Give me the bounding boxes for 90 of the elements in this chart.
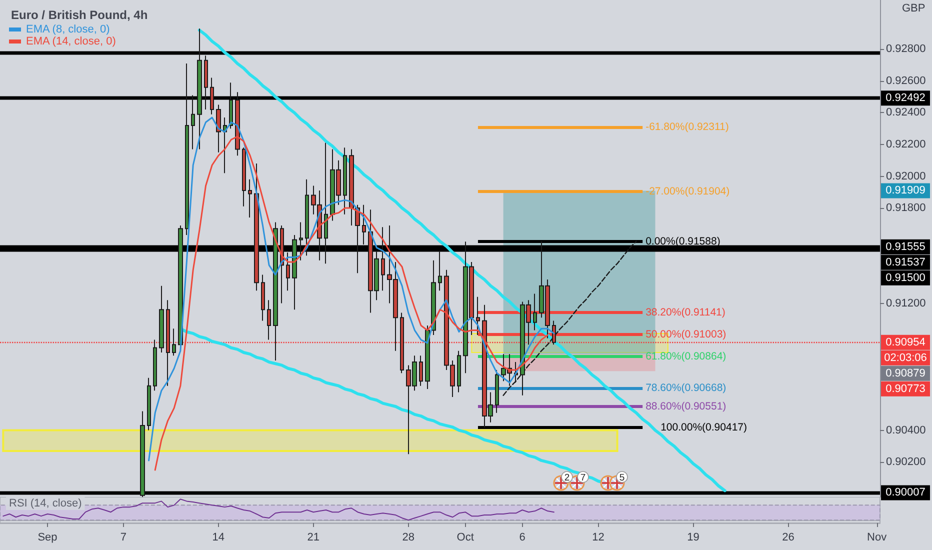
- legend-label: EMA (14, close, 0): [26, 36, 116, 48]
- line-series: [502, 240, 637, 396]
- candlestick: [381, 226, 385, 292]
- y-tick-label: 0.90200: [886, 456, 926, 468]
- ref-line-label: 61.80%(0.90864): [646, 350, 726, 363]
- ref-line-label: 0.90954: [886, 336, 926, 348]
- ref-line-label: 0.90007: [886, 486, 926, 499]
- candlestick: [552, 320, 556, 346]
- x-tick-label: Oct: [456, 532, 474, 544]
- candlestick: [229, 82, 233, 130]
- candlestick: [210, 77, 214, 115]
- candlestick: [324, 142, 328, 264]
- candlestick: [153, 339, 157, 392]
- candlestick: [431, 260, 436, 336]
- candlestick: [400, 312, 404, 374]
- chart-title: RSI (14, close): [9, 498, 82, 510]
- candlestick: [204, 55, 208, 110]
- y-tick-label: 0.92600: [886, 74, 926, 87]
- candlestick: [425, 325, 430, 390]
- candlestick: [343, 147, 347, 215]
- candlestick: [166, 300, 170, 386]
- ref-line-label: 88.60%(0.90551): [646, 400, 726, 412]
- text: 0.90879: [886, 367, 926, 380]
- candlestick: [292, 234, 297, 310]
- annotation: 7: [580, 472, 586, 484]
- candlestick: [185, 63, 189, 236]
- ref-line-label: 38.20%(0.91141): [646, 306, 726, 319]
- ref-line-label: 0.91537: [886, 256, 926, 268]
- number-badge: 5: [616, 471, 628, 484]
- candlestick: [140, 410, 145, 498]
- candlestick: [235, 92, 240, 156]
- legend-label: EMA (8, close, 0): [26, 24, 110, 36]
- candlestick: [223, 117, 227, 174]
- ref-line-label: 50.00%(0.91003): [646, 328, 726, 341]
- candlestick: [172, 328, 176, 356]
- candlestick: [191, 94, 195, 150]
- candlestick: [261, 274, 265, 322]
- text: 0.91909: [886, 184, 926, 197]
- y-tick-label: 0.92400: [886, 106, 926, 119]
- x-tick-label: Nov: [867, 532, 888, 544]
- candlestick: [457, 350, 461, 393]
- candlestick: [299, 222, 303, 261]
- y-tick-label: 0.92000: [886, 170, 926, 182]
- candlestick: [197, 28, 202, 150]
- ref-line-label: -27.00%(0.91904): [646, 185, 730, 198]
- x-tick-label: 21: [307, 532, 320, 544]
- x-tick-label: Sep: [38, 532, 58, 544]
- number-badge: 7: [577, 471, 589, 484]
- text: 0.90773: [886, 382, 926, 395]
- candlestick: [286, 252, 290, 292]
- candlestick: [147, 377, 151, 431]
- candlestick: [419, 355, 423, 386]
- ref-line-label: 0.00%(0.91588): [646, 236, 720, 248]
- candlestick: [242, 147, 246, 207]
- x-tick-label: 12: [592, 532, 604, 544]
- candlestick: [476, 296, 480, 336]
- y-tick-label: 0.91200: [886, 297, 926, 310]
- ref-line-label: 0.91555: [886, 240, 926, 253]
- number-badge: 2: [561, 471, 573, 484]
- candlestick: [438, 250, 442, 292]
- text: Euro / British Pound, 4h: [11, 8, 148, 22]
- x-tick-label: 14: [212, 532, 225, 544]
- candlestick: [495, 369, 499, 414]
- y-tick-label: 0.92800: [886, 43, 926, 56]
- candlestick: [273, 222, 278, 361]
- text: 02:03:06: [884, 352, 927, 364]
- ref-line-label: 0.92492: [886, 92, 926, 104]
- candlestick: [159, 285, 164, 354]
- y-axis-title: GBP: [902, 2, 926, 14]
- candlestick: [216, 104, 221, 153]
- x-tick-label: 19: [687, 532, 700, 544]
- ref-line-label: 78.60%(0.90668): [646, 382, 726, 394]
- y-tick-label: 0.92200: [886, 138, 926, 150]
- candlestick: [305, 178, 309, 256]
- ref-line-label: -61.80%(0.92311): [646, 120, 729, 133]
- candlestick: [267, 300, 271, 340]
- text: 0.91500: [886, 272, 926, 284]
- y-tick-label: 0.90400: [886, 424, 926, 436]
- candlestick: [248, 178, 252, 218]
- x-tick-label: 28: [402, 532, 414, 544]
- x-tick-label: 26: [782, 532, 794, 544]
- annotation: 2: [564, 472, 570, 484]
- candlestick: [254, 163, 259, 292]
- candlestick: [533, 293, 537, 331]
- candlestick: [362, 204, 366, 246]
- annotation: 5: [619, 472, 625, 484]
- y-tick-label: 0.91800: [886, 202, 926, 214]
- x-tick-label: 7: [120, 532, 127, 544]
- x-tick-label: 6: [519, 532, 526, 544]
- ref-line-label: 100.00%(0.90417): [660, 422, 747, 434]
